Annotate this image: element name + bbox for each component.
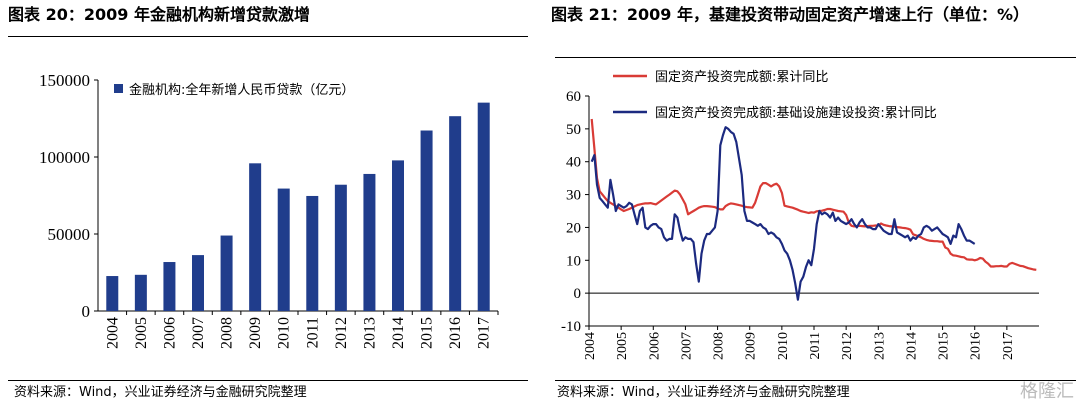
left-chart-title: 图表 20：2009 年金融机构新增贷款激增 bbox=[8, 5, 310, 24]
y-tick-label: -10 bbox=[561, 319, 581, 335]
bar-2009 bbox=[249, 163, 262, 311]
x-tick-label: 2007 bbox=[679, 332, 694, 360]
y-tick-label: 0 bbox=[574, 286, 582, 302]
right-source-note: 资料来源：Wind，兴业证券经济与金融研究院整理 bbox=[557, 385, 850, 400]
right-chart-panel: 图表 21：2009 年，基建投资带动固定资产增速上行（单位：%） 60 50 40… bbox=[547, 0, 1080, 411]
x-tick-label: 2008 bbox=[712, 332, 727, 360]
legend-swatch bbox=[114, 84, 123, 93]
left-title-rule bbox=[8, 36, 528, 37]
x-tick-label: 2016 bbox=[447, 317, 464, 349]
x-tick-label: 2017 bbox=[476, 317, 493, 349]
bar-2017 bbox=[477, 102, 490, 311]
x-tick-label: 2009 bbox=[744, 332, 759, 360]
bar-2004 bbox=[106, 276, 119, 311]
bar-2008 bbox=[220, 235, 233, 311]
x-tick-label: 2006 bbox=[647, 332, 662, 360]
bar-2011 bbox=[306, 195, 319, 311]
bar-2016 bbox=[449, 116, 462, 311]
legend-label-infra: 固定资产投资完成额:基础设施建设投资:累计同比 bbox=[655, 105, 937, 121]
bar-2005 bbox=[134, 274, 147, 311]
x-tick-label: 2010 bbox=[276, 317, 293, 349]
x-tick-label: 2011 bbox=[304, 317, 321, 348]
bar-chart: 150000 100000 50000 0 2004 2005 2006 2007 2008 20… bbox=[39, 71, 499, 349]
y-tick-label: 0 bbox=[82, 302, 91, 321]
x-tick-label: 2005 bbox=[615, 332, 630, 360]
x-tick-label: 2004 bbox=[104, 317, 121, 349]
y-tick-label: 60 bbox=[566, 89, 581, 105]
bar-2006 bbox=[163, 262, 176, 311]
y-tick-label: 50 bbox=[566, 122, 581, 138]
x-tick-label: 2009 bbox=[247, 317, 264, 349]
watermark-logo: 格隆汇 bbox=[1020, 381, 1074, 402]
y-tick-label: 150000 bbox=[39, 71, 90, 90]
y-tick-label: 10 bbox=[566, 253, 581, 269]
series-infra-line bbox=[590, 126, 976, 301]
x-tick-label: 2011 bbox=[808, 332, 823, 359]
bar-2014 bbox=[392, 160, 404, 311]
x-tick-label: 2006 bbox=[161, 317, 178, 349]
bar-2010 bbox=[277, 188, 290, 311]
bar-2015 bbox=[420, 130, 433, 311]
x-tick-label: 2017 bbox=[1001, 332, 1016, 360]
right-source-rule bbox=[555, 380, 1076, 381]
legend-label: 金融机构:全年新增人民币贷款（亿元） bbox=[129, 82, 354, 98]
x-tick-label: 2016 bbox=[969, 332, 984, 360]
x-tick-label: 2012 bbox=[333, 317, 350, 349]
x-tick-label: 2004 bbox=[583, 332, 598, 360]
x-tick-label: 2005 bbox=[133, 317, 150, 349]
y-tick-label: 30 bbox=[566, 188, 581, 204]
legend-label-total: 固定资产投资完成额:累计同比 bbox=[655, 69, 828, 85]
x-tick-label: 2013 bbox=[361, 317, 378, 349]
y-tick-label: 20 bbox=[566, 220, 581, 236]
x-tick-label: 2010 bbox=[776, 332, 791, 360]
y-tick-label: 100000 bbox=[39, 148, 90, 167]
left-source-note: 资料来源：Wind，兴业证券经济与金融研究院整理 bbox=[14, 385, 307, 400]
left-chart-panel: 图表 20：2009 年金融机构新增贷款激增 150000 100000 50000… bbox=[0, 0, 530, 411]
x-tick-label: 2013 bbox=[872, 332, 887, 360]
x-tick-label: 2015 bbox=[419, 317, 436, 349]
x-tick-label: 2007 bbox=[190, 317, 207, 349]
right-chart-title: 图表 21：2009 年，基建投资带动固定资产增速上行（单位：%） bbox=[551, 5, 1029, 24]
y-tick-label: 50000 bbox=[48, 225, 91, 244]
x-tick-label: 2008 bbox=[219, 317, 236, 349]
series-total-fai-line bbox=[590, 118, 1037, 271]
x-tick-label: 2012 bbox=[840, 332, 855, 360]
left-source-rule bbox=[8, 380, 528, 381]
bar-2013 bbox=[363, 173, 376, 311]
bar-2007 bbox=[192, 255, 204, 311]
x-tick-label: 2014 bbox=[390, 317, 407, 349]
right-title-rule bbox=[555, 57, 1076, 58]
bar-2012 bbox=[334, 184, 347, 311]
x-tick-label: 2014 bbox=[904, 332, 919, 360]
y-tick-label: 40 bbox=[566, 155, 581, 171]
x-tick-label: 2015 bbox=[937, 332, 952, 360]
